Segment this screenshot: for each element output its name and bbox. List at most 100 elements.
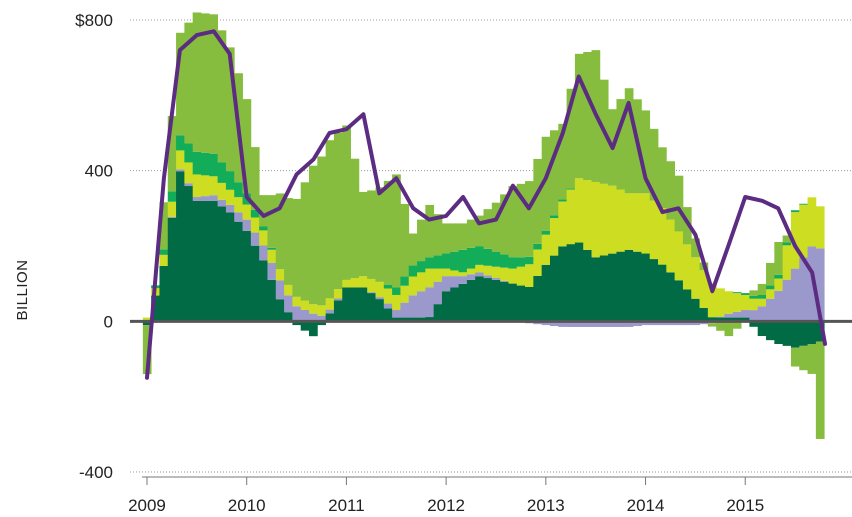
bar-segment <box>358 287 368 322</box>
bar-segment <box>466 247 476 269</box>
bar-segment <box>633 321 642 327</box>
bar-segment <box>367 190 376 279</box>
bar-segment <box>267 247 277 250</box>
bar-segment <box>574 53 584 179</box>
bar-segment <box>749 321 759 327</box>
bar-segment <box>250 209 260 218</box>
bar-segment <box>741 310 750 318</box>
bar-segment <box>624 88 634 194</box>
bar-segment <box>375 299 385 322</box>
bar-segment <box>450 276 459 288</box>
bar-segment <box>433 268 443 282</box>
bar-segment <box>400 285 410 303</box>
bar-segment <box>491 202 501 252</box>
bar-segment <box>491 279 501 322</box>
bar-segment <box>417 219 426 262</box>
bar-segment <box>367 293 376 322</box>
bar-segment <box>417 291 426 318</box>
bar-segment <box>566 244 576 322</box>
bar-segment <box>192 151 202 175</box>
bar-segment <box>309 321 318 337</box>
bar-segment <box>508 186 518 258</box>
bar-segment <box>400 203 410 277</box>
bar-segment <box>475 276 484 322</box>
bar-segment <box>633 251 642 322</box>
bar-segment <box>284 295 293 313</box>
bar-segment <box>367 278 376 293</box>
bar-segment <box>167 217 177 322</box>
bar-segment <box>624 321 634 327</box>
bar-segment <box>441 223 451 254</box>
bar-segment <box>491 266 501 279</box>
bar-segment <box>483 275 493 279</box>
bar-segment <box>425 257 435 269</box>
x-tick-label: 2012 <box>427 496 465 515</box>
bar-segment <box>234 212 243 222</box>
bar-segment <box>466 274 476 280</box>
bar-segment <box>508 283 518 322</box>
bar-segment <box>275 193 285 270</box>
bar-segment <box>757 298 767 307</box>
bar-segment <box>417 261 426 273</box>
bar-segment <box>433 214 443 256</box>
bar-segment <box>483 209 493 249</box>
bar-segment <box>392 317 401 322</box>
bar-segment <box>466 268 476 275</box>
bar-segment <box>566 88 576 189</box>
bar-segment <box>525 264 534 287</box>
bar-segment <box>259 260 268 322</box>
bar-segment <box>292 198 302 297</box>
bar-segment <box>691 238 700 258</box>
y-tick-label: -400 <box>79 463 113 482</box>
bar-segment <box>558 201 567 247</box>
bar-segment <box>259 245 268 261</box>
bar-segment <box>184 143 194 163</box>
bar-segment <box>558 123 567 200</box>
bar-segment <box>375 187 385 282</box>
bar-segment <box>716 316 725 318</box>
net-line <box>145 29 827 380</box>
bar-segment <box>741 293 750 295</box>
bar-segment <box>766 321 775 341</box>
bar-segment <box>707 323 717 327</box>
bar-segment <box>541 321 551 326</box>
bar-segment <box>159 249 169 255</box>
bar-segment <box>383 284 393 289</box>
bar-segment <box>724 291 734 314</box>
bar-segment <box>774 274 784 279</box>
bar-segment <box>400 317 410 322</box>
bar-segment <box>400 302 410 318</box>
bar-segment <box>142 317 152 322</box>
bar-segment <box>591 257 601 322</box>
bar-segment <box>317 156 327 306</box>
bar-segment <box>250 217 260 233</box>
bar-segment <box>200 13 210 153</box>
bar-segment <box>458 249 468 273</box>
bar-segment <box>217 162 227 183</box>
bar-segment <box>483 265 493 276</box>
bar-segment <box>549 255 559 322</box>
bar-segment <box>200 175 210 197</box>
bar-segment <box>766 289 775 299</box>
bar-segment <box>749 310 759 322</box>
bar-segment <box>666 321 676 326</box>
bar-segment <box>217 30 227 163</box>
bar-segment <box>558 246 567 322</box>
bar-segment <box>616 321 626 327</box>
bar-segment <box>151 295 160 322</box>
bar-segment <box>558 321 567 327</box>
bar-segment <box>209 14 219 154</box>
bar-segment <box>749 298 759 311</box>
x-tick-label: 2015 <box>726 496 764 515</box>
bar-segment <box>458 283 468 322</box>
bar-segment <box>275 269 285 281</box>
bar-segment <box>533 243 543 250</box>
bar-segment <box>674 321 684 326</box>
bar-segment <box>732 311 742 318</box>
bar-segment <box>500 267 509 281</box>
bar-segment <box>732 292 742 294</box>
bar-segment <box>350 278 360 288</box>
bar-segment <box>716 321 725 331</box>
bar-segment <box>799 204 808 258</box>
bar-segment <box>342 125 351 280</box>
